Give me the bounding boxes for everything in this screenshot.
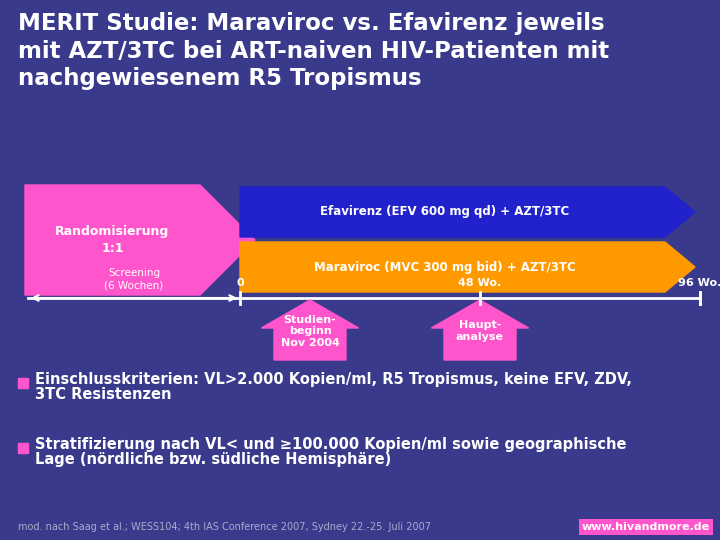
FancyArrow shape — [25, 185, 255, 295]
FancyArrow shape — [261, 300, 359, 360]
Bar — [18, 378, 28, 388]
Text: Einschlusskriterien: VL>2.000 Kopien/ml, R5 Tropismus, keine EFV, ZDV,: Einschlusskriterien: VL>2.000 Kopien/ml,… — [35, 372, 632, 387]
Text: mod. nach Saag et al.; WESS104; 4th IAS Conference 2007, Sydney 22.-25. Juli 200: mod. nach Saag et al.; WESS104; 4th IAS … — [18, 522, 431, 532]
Text: 96 Wo.: 96 Wo. — [678, 278, 720, 288]
Text: Maraviroc (MVC 300 mg bid) + AZT/3TC: Maraviroc (MVC 300 mg bid) + AZT/3TC — [314, 260, 575, 273]
Text: Stratifizierung nach VL< und ≥100.000 Kopien/ml sowie geographische: Stratifizierung nach VL< und ≥100.000 Ko… — [35, 437, 626, 452]
Text: 48 Wo.: 48 Wo. — [459, 278, 502, 288]
Text: MERIT Studie: Maraviroc vs. Efavirenz jeweils
mit AZT/3TC bei ART-naiven HIV-Pat: MERIT Studie: Maraviroc vs. Efavirenz je… — [18, 12, 609, 90]
Text: 0: 0 — [236, 278, 244, 288]
Text: 3TC Resistenzen: 3TC Resistenzen — [35, 387, 171, 402]
Text: Haupt-
analyse: Haupt- analyse — [456, 320, 504, 342]
FancyArrow shape — [240, 187, 695, 237]
Bar — [18, 443, 28, 453]
Text: Efavirenz (EFV 600 mg qd) + AZT/3TC: Efavirenz (EFV 600 mg qd) + AZT/3TC — [320, 206, 570, 219]
FancyArrow shape — [431, 300, 528, 360]
Text: Screening
(6 Wochen): Screening (6 Wochen) — [104, 268, 163, 290]
Text: Lage (nördliche bzw. südliche Hemisphäre): Lage (nördliche bzw. südliche Hemisphäre… — [35, 452, 391, 467]
Text: Studien-
beginn
Nov 2004: Studien- beginn Nov 2004 — [281, 315, 339, 348]
Text: Randomisierung
1:1: Randomisierung 1:1 — [55, 226, 170, 254]
FancyArrow shape — [240, 242, 695, 292]
Text: www.hivandmore.de: www.hivandmore.de — [582, 522, 710, 532]
